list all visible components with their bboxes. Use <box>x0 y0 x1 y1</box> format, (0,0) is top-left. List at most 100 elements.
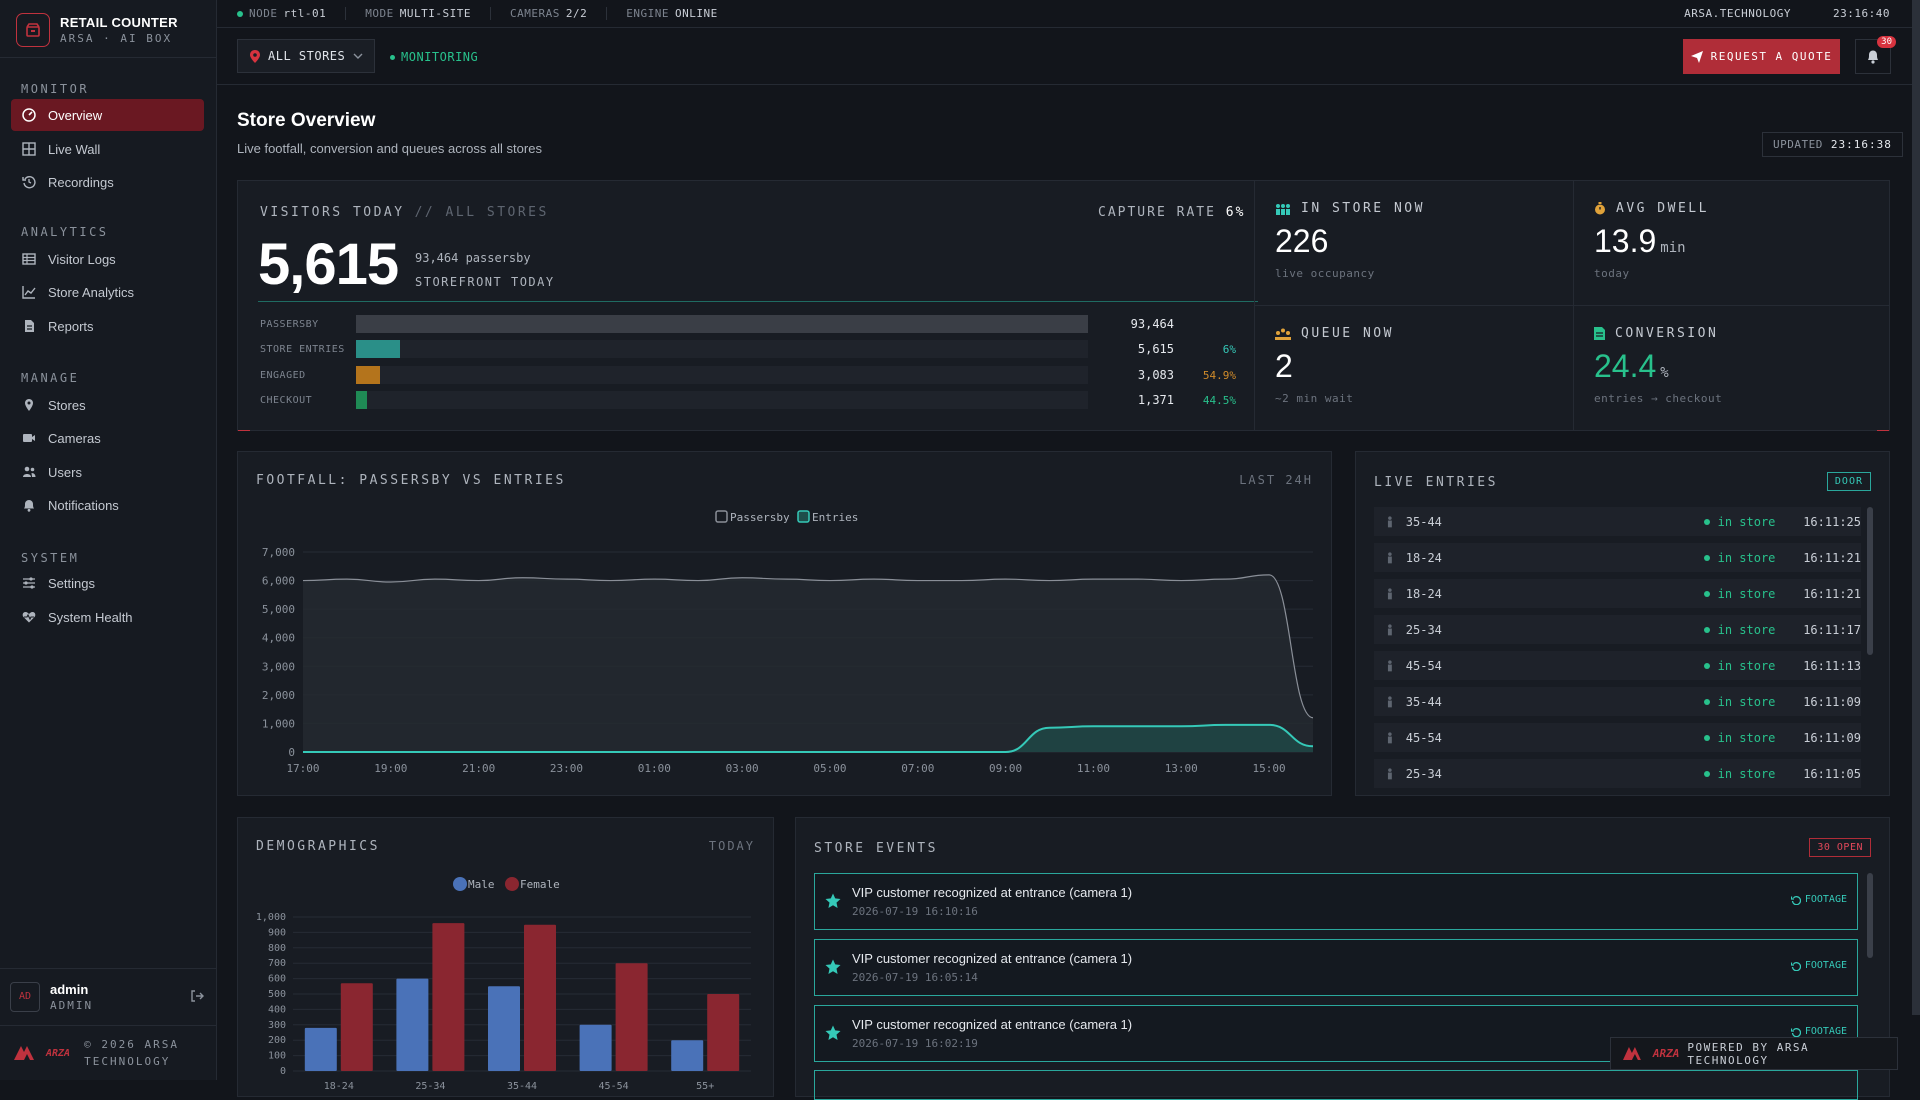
map-pin-icon <box>250 49 260 63</box>
funnel-pct: 6% <box>1222 342 1236 356</box>
door-badge[interactable]: DOOR <box>1826 472 1871 491</box>
list-item[interactable]: 25-34 in store 16:11:05 <box>1374 759 1861 788</box>
nav-section-title: MONITOR <box>21 82 90 96</box>
sidebar-item-notifications[interactable]: Notifications <box>11 489 204 521</box>
sidebar-item-recordings[interactable]: Recordings <box>11 166 204 198</box>
entry-status: in store <box>1659 551 1775 565</box>
legend-item-male[interactable]: Male <box>453 877 495 891</box>
bar-male-55+[interactable] <box>671 1040 704 1071</box>
event-card[interactable] <box>814 1070 1858 1100</box>
sidebar-item-store-analytics[interactable]: Store Analytics <box>11 276 204 308</box>
list-item[interactable]: 18-24 in store 16:11:21 <box>1374 543 1861 572</box>
x-tick-label: 05:00 <box>813 762 846 775</box>
bar-female-45-54[interactable] <box>615 963 648 1071</box>
funnel-value: 5,615 <box>1137 342 1174 356</box>
y-tick-label: 1,000 <box>262 717 295 730</box>
entry-status: in store <box>1659 623 1775 637</box>
funnel-value: 3,083 <box>1137 368 1174 382</box>
request-quote-button[interactable]: REQUEST A QUOTE <box>1683 39 1840 74</box>
list-item[interactable]: 45-54 in store 16:11:13 <box>1374 651 1861 680</box>
divider <box>0 57 216 58</box>
event-time: 2026-07-19 16:02:19 <box>852 1037 978 1050</box>
list-item[interactable]: 18-24 in store 16:11:21 <box>1374 579 1861 608</box>
entry-time: 16:11:17 <box>1803 622 1861 637</box>
kpi-title: CONVERSION <box>1594 326 1718 341</box>
capture-rate: CAPTURE RATE 6% <box>1098 205 1246 220</box>
event-card[interactable]: VIP customer recognized at entrance (cam… <box>814 939 1858 996</box>
kpi-value: 226 <box>1275 223 1329 259</box>
sidebar-item-system-health[interactable]: System Health <box>11 601 204 633</box>
avatar[interactable]: AD <box>10 981 40 1012</box>
sidebar-item-stores[interactable]: Stores <box>11 389 204 421</box>
footfall-title: FOOTFALL: PASSERSBY VS ENTRIES <box>256 473 566 488</box>
list-item[interactable]: 45-54 in store 16:11:09 <box>1374 723 1861 752</box>
list-item[interactable]: 35-44 in store 16:11:09 <box>1374 687 1861 716</box>
legend-item-female[interactable]: Female <box>505 877 560 891</box>
sidebar-item-reports[interactable]: Reports <box>11 310 204 342</box>
scrollbar[interactable] <box>1867 873 1873 958</box>
x-tick-label: 25-34 <box>415 1081 445 1092</box>
entry-time: 16:11:25 <box>1803 514 1861 529</box>
entry-age: 35-44 <box>1405 694 1442 709</box>
bar-male-25-34[interactable] <box>396 978 429 1071</box>
bell-icon <box>22 498 36 512</box>
notifications-button[interactable]: 30 <box>1855 36 1896 74</box>
kpi-sub: entries → checkout <box>1594 392 1723 405</box>
sidebar-item-overview[interactable]: Overview <box>11 99 204 131</box>
open-events-badge[interactable]: 30 OPEN <box>1809 838 1871 857</box>
entry-age: 45-54 <box>1405 730 1442 745</box>
svg-text:Passersby: Passersby <box>730 511 790 524</box>
legend-item-entries[interactable]: Entries <box>797 510 858 524</box>
nav-section-title: SYSTEM <box>21 551 80 565</box>
scrollbar[interactable] <box>1867 507 1873 655</box>
sidebar-item-cameras[interactable]: Cameras <box>11 422 204 454</box>
logout-icon[interactable] <box>190 989 204 1006</box>
person-icon <box>1387 659 1392 671</box>
kpi-avg-dwell: AVG DWELL 13.9 min today <box>1574 181 1892 306</box>
event-card[interactable]: VIP customer recognized at entrance (cam… <box>814 873 1858 930</box>
sliders-icon <box>22 576 36 590</box>
sidebar-item-label: Live Wall <box>48 141 101 157</box>
sidebar-item-settings[interactable]: Settings <box>11 567 204 599</box>
bar-female-55+[interactable] <box>707 994 740 1071</box>
y-tick-label: 3,000 <box>262 660 295 673</box>
bar-male-18-24[interactable] <box>304 1027 337 1071</box>
bar-female-25-34[interactable] <box>432 923 465 1071</box>
event-card[interactable]: VIP customer recognized at entrance (cam… <box>814 1005 1858 1062</box>
bar-female-18-24[interactable] <box>340 983 373 1071</box>
bell-icon <box>1868 50 1878 64</box>
brand[interactable]: RETAIL COUNTER ARSA · AI BOX <box>16 10 178 50</box>
sidebar-item-visitor-logs[interactable]: Visitor Logs <box>11 243 204 275</box>
chart-line-icon <box>22 285 36 299</box>
sidebar-item-label: System Health <box>48 609 133 625</box>
sidebar-item-label: Notifications <box>48 497 119 513</box>
y-tick-label: 4,000 <box>262 632 295 645</box>
nav-section-title: MANAGE <box>21 371 80 385</box>
entry-time: 16:11:09 <box>1803 694 1861 709</box>
y-tick-label: 1,000 <box>256 912 286 923</box>
footage-button[interactable]: FOOTAGE <box>1790 894 1847 905</box>
brand-logo-icon <box>16 13 50 47</box>
page-scrollbar[interactable] <box>1912 0 1920 1015</box>
person-icon <box>1387 767 1392 779</box>
bar-male-45-54[interactable] <box>579 1024 612 1071</box>
powered-by-badge[interactable]: ARZA POWERED BY ARSA TECHNOLOGY <box>1610 1037 1898 1070</box>
history-icon <box>1790 961 1801 971</box>
entry-age: 35-44 <box>1405 514 1442 529</box>
sidebar-item-users[interactable]: Users <box>11 456 204 488</box>
footage-button[interactable]: FOOTAGE <box>1790 1026 1847 1037</box>
footage-button[interactable]: FOOTAGE <box>1790 960 1847 971</box>
sidebar-item-live-wall[interactable]: Live Wall <box>11 133 204 165</box>
bar-female-35-44[interactable] <box>524 924 556 1071</box>
list-item[interactable]: 35-44 in store 16:11:25 <box>1374 507 1861 536</box>
page-title: Store Overview <box>237 110 376 131</box>
people-icon <box>1276 203 1290 215</box>
x-tick-label: 17:00 <box>286 762 319 775</box>
node-status: NODE rtl-01 <box>217 7 347 20</box>
brand-subtitle: ARSA · AI BOX <box>60 32 173 45</box>
bar-male-35-44[interactable] <box>488 986 520 1071</box>
store-select[interactable]: ALL STORES <box>237 39 375 73</box>
funnel-bar-track <box>356 391 1088 409</box>
legend-item-passersby[interactable]: Passersby <box>715 510 790 524</box>
list-item[interactable]: 25-34 in store 16:11:17 <box>1374 615 1861 644</box>
